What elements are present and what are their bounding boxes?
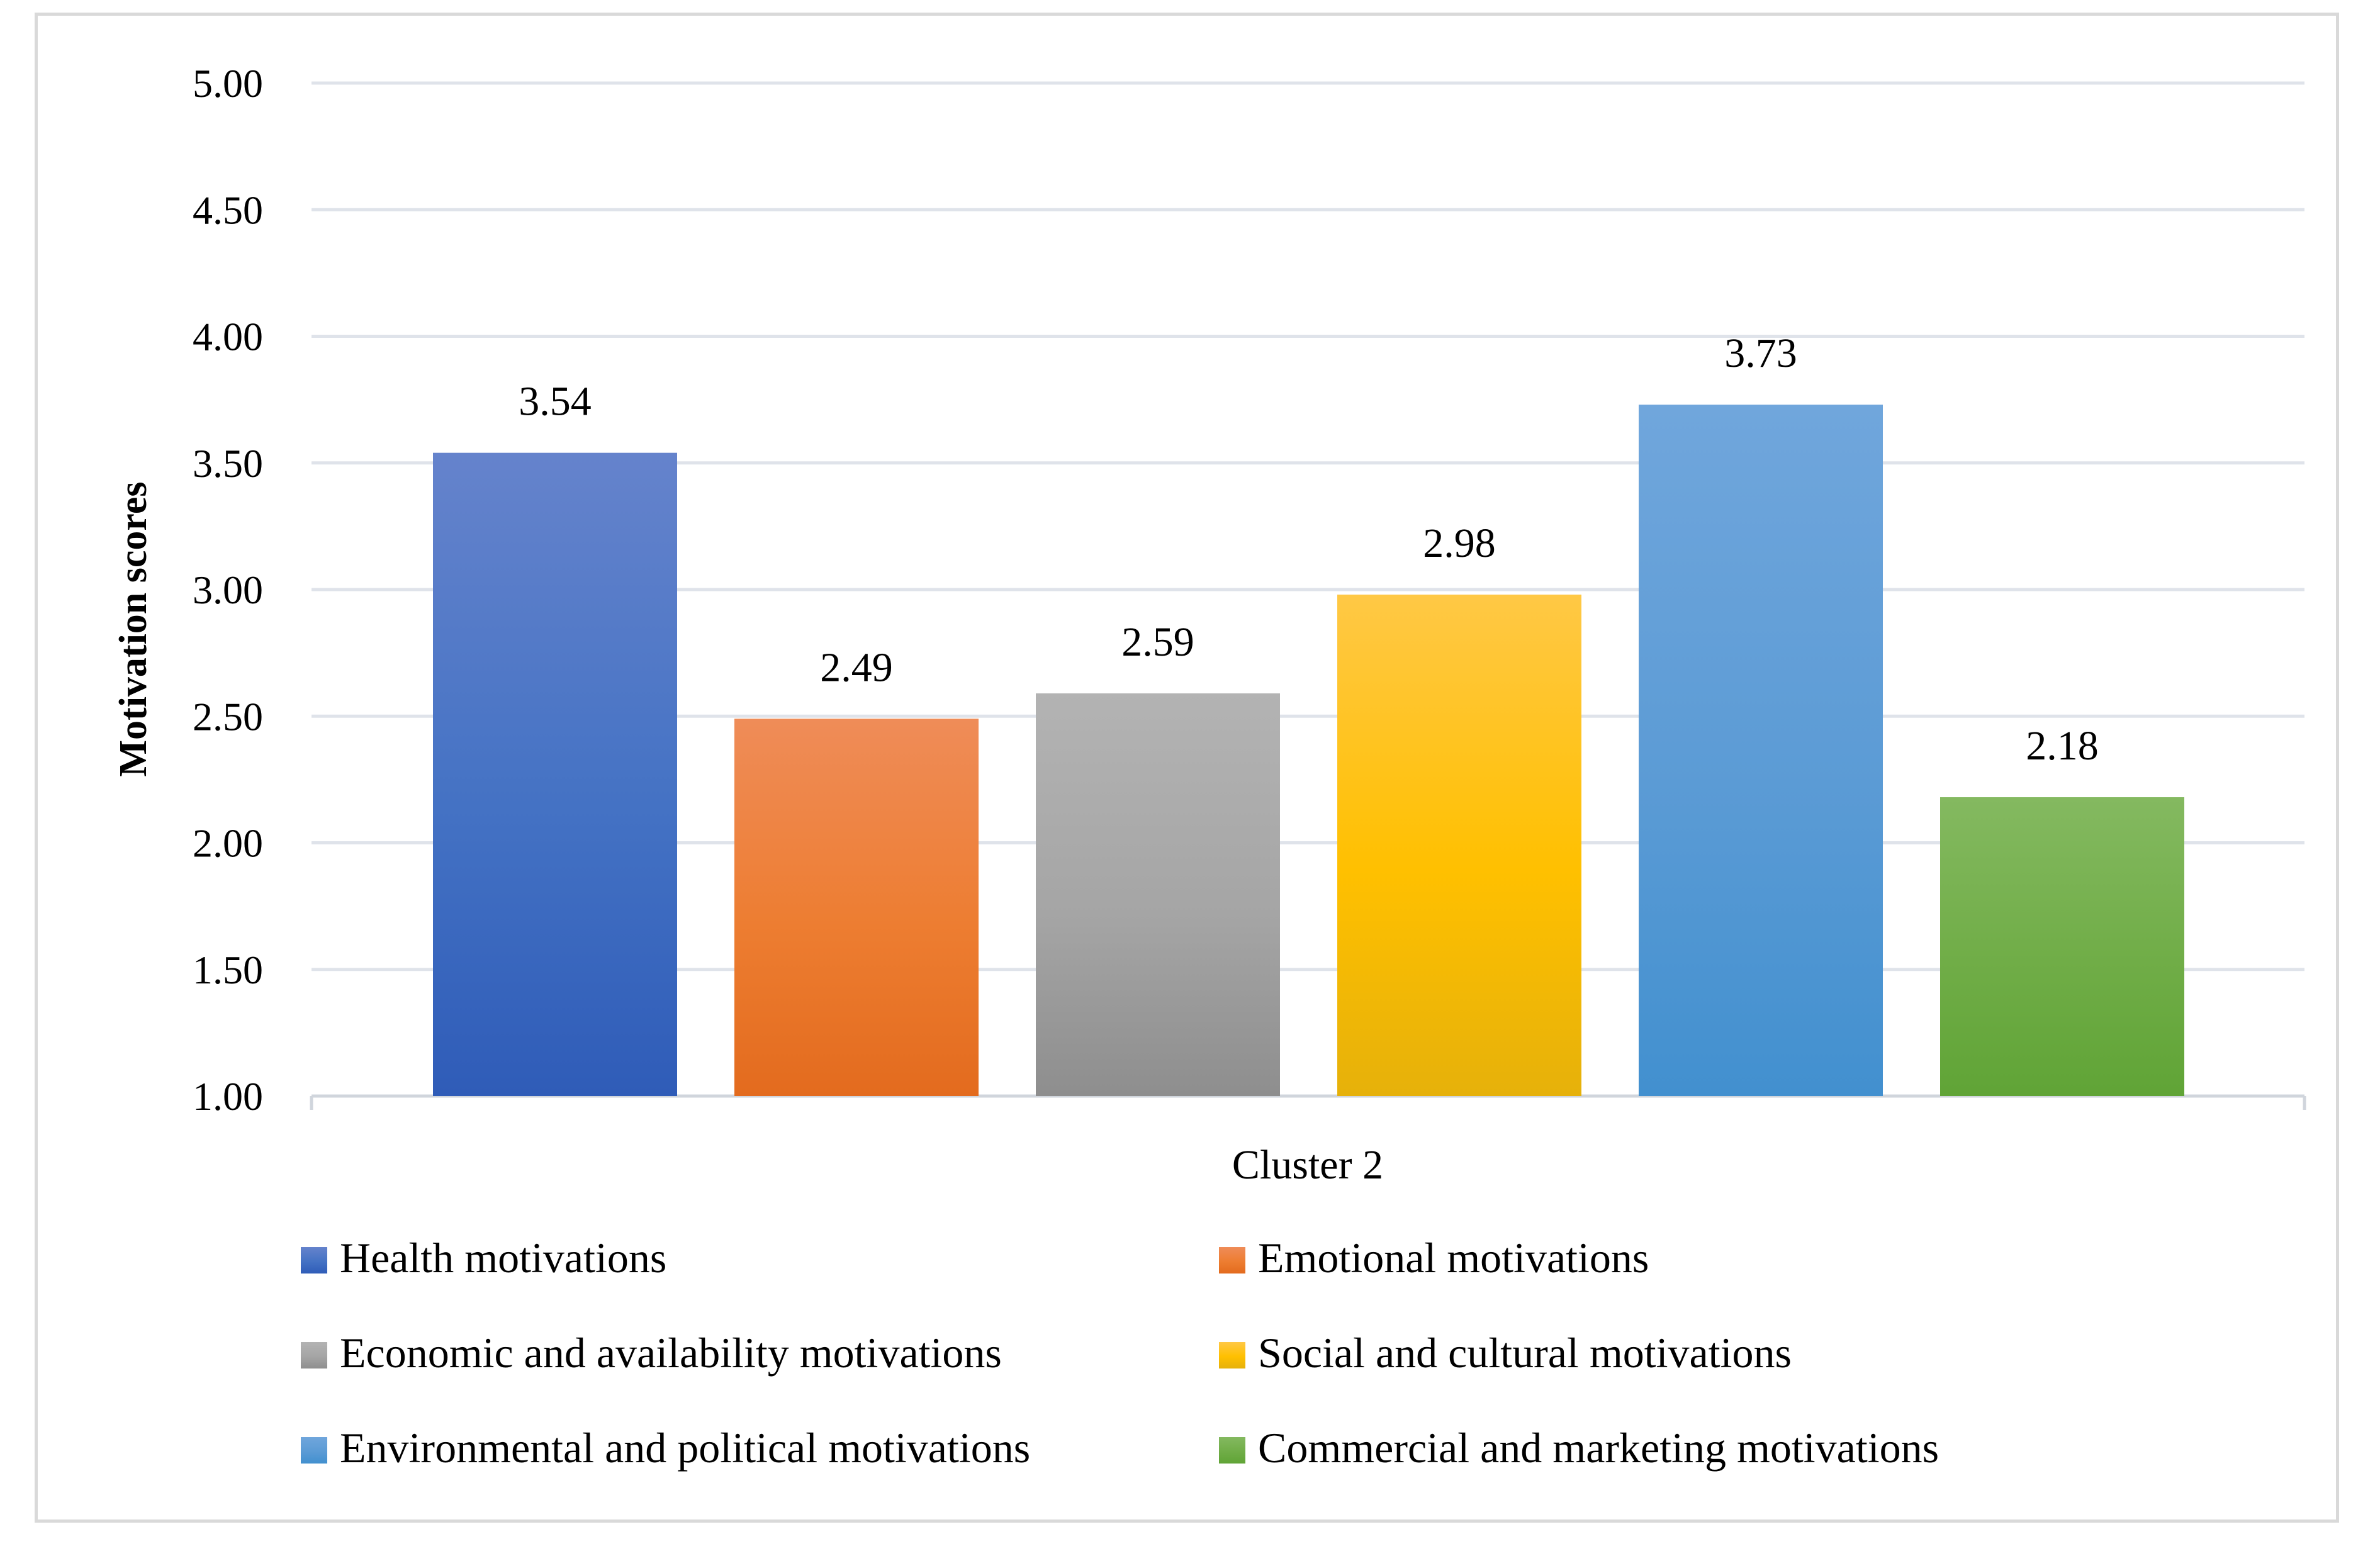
- y-tick-label: 2.50: [193, 694, 263, 739]
- legend-swatch: [1219, 1437, 1245, 1464]
- y-tick-label: 2.00: [193, 821, 263, 866]
- bar-2: [734, 719, 979, 1096]
- y-tick-label: 3.50: [193, 441, 263, 486]
- data-labels: 3.54 2.49 2.59 2.98 3.73 2.18: [519, 330, 2099, 769]
- y-tick-label: 1.50: [193, 948, 263, 992]
- bar-1: [433, 452, 677, 1096]
- y-tick-label: 4.00: [193, 315, 263, 359]
- data-label: 2.49: [820, 644, 893, 690]
- bar-5: [1639, 405, 1883, 1096]
- bars: [433, 405, 2184, 1096]
- data-label: 2.98: [1423, 520, 1496, 566]
- y-axis-title: Motivation scores: [112, 482, 155, 777]
- bar-4: [1337, 595, 1581, 1096]
- legend-swatch: [301, 1342, 327, 1368]
- y-tick-label: 4.50: [193, 188, 263, 232]
- y-tick-label: 3.00: [193, 568, 263, 612]
- axes: 1.00 1.50 2.00 2.50 3.00 3.50 4.00 4.50 5.00: [193, 61, 2306, 1119]
- data-label: 2.18: [2026, 723, 2099, 769]
- legend-label: Emotional motivations: [1258, 1234, 1649, 1282]
- legend-label: Commercial and marketing motivations: [1258, 1424, 1939, 1472]
- data-label: 3.73: [1724, 330, 1797, 376]
- legend-swatch: [1219, 1342, 1245, 1368]
- y-tick-label: 5.00: [193, 61, 263, 106]
- legend: Health motivations Emotional motivations E…: [301, 1234, 1939, 1472]
- bar-3: [1036, 693, 1280, 1096]
- bar-6: [1940, 797, 2184, 1096]
- legend-label: Social and cultural motivations: [1258, 1329, 1792, 1377]
- legend-swatch: [301, 1247, 327, 1273]
- legend-swatch: [301, 1437, 327, 1464]
- data-label: 2.59: [1121, 619, 1194, 665]
- data-label: 3.54: [519, 379, 592, 425]
- legend-swatch: [1219, 1247, 1245, 1273]
- x-axis-category-label: Cluster 2: [1232, 1142, 1383, 1188]
- legend-label: Environmental and political motivations: [340, 1424, 1030, 1472]
- legend-label: Economic and availability motivations: [340, 1329, 1002, 1377]
- legend-label: Health motivations: [340, 1234, 666, 1282]
- y-tick-label: 1.00: [193, 1074, 263, 1119]
